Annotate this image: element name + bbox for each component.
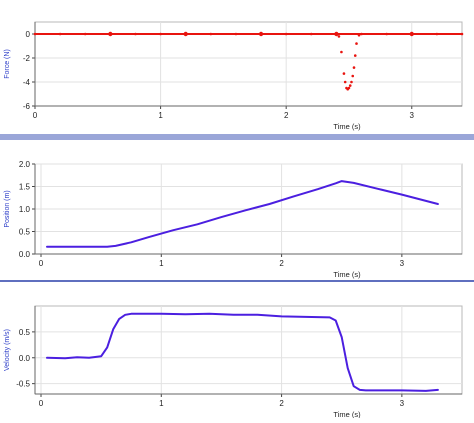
x-tick-label: 2 <box>284 111 289 120</box>
data-point <box>348 84 352 87</box>
data-point <box>435 32 439 36</box>
data-point <box>351 74 355 78</box>
plot-area <box>34 21 463 107</box>
x-tick-label: 0 <box>39 259 44 268</box>
data-point <box>309 32 313 36</box>
x-tick-label: 2 <box>279 399 284 408</box>
y-tick-label: 1.5 <box>19 183 31 192</box>
data-point <box>83 32 87 36</box>
x-tick-label: 0 <box>33 111 38 120</box>
x-axis-label: Time (s) <box>333 122 361 131</box>
y-tick-label: -6 <box>23 102 31 111</box>
data-point <box>460 32 464 36</box>
x-tick-label: 3 <box>410 111 415 120</box>
position-chart: 0 1 2 3 0.0 0.5 1.0 1.5 2.0 Time (s) Position (m) <box>4 160 463 279</box>
data-point <box>340 50 343 54</box>
velocity-chart: 0 1 2 3 -0.5 0.0 0.5 Time (s) Velocity (m/s) <box>4 305 463 419</box>
force-chart: 0 1 2 3 0 -2 -4 -6 Time (s) Force (N) <box>4 21 464 131</box>
data-point <box>134 32 137 36</box>
data-point <box>33 32 37 36</box>
data-point <box>355 42 358 45</box>
data-point <box>357 33 361 37</box>
x-tick-label: 0 <box>39 399 44 408</box>
data-point <box>385 32 388 36</box>
y-tick-label: 0.5 <box>19 328 31 337</box>
data-point <box>159 32 162 36</box>
y-tick-label: 2.0 <box>19 160 31 169</box>
y-tick-label: 0.0 <box>19 250 31 259</box>
plot-area <box>34 305 463 395</box>
marker-point <box>183 31 188 37</box>
data-point <box>234 32 238 36</box>
y-tick-label: 0 <box>26 30 31 39</box>
y-tick-label: -0.5 <box>16 380 30 389</box>
data-point <box>360 32 363 36</box>
series-line <box>46 312 439 392</box>
x-axis-label: Time (s) <box>333 270 361 279</box>
marker-point <box>334 31 339 37</box>
graph-divider[interactable] <box>0 280 474 282</box>
series-line <box>46 180 439 248</box>
y-axis-label: Velocity (m/s) <box>4 329 11 371</box>
data-point <box>58 32 62 36</box>
data-point <box>352 66 356 69</box>
velocity-panel: 0 1 2 3 -0.5 0.0 0.5 Time (s) Velocity (m/s) <box>0 284 474 419</box>
data-point <box>209 32 213 36</box>
x-tick-label: 3 <box>400 399 405 408</box>
marker-point <box>258 31 264 37</box>
data-point <box>350 80 353 84</box>
x-tick-label: 1 <box>159 259 164 268</box>
x-tick-label: 1 <box>159 399 164 408</box>
data-point <box>284 32 288 36</box>
data-point <box>347 86 351 90</box>
y-axis-label: Force (N) <box>4 49 11 79</box>
position-panel: 0 1 2 3 0.0 0.5 1.0 1.5 2.0 Time (s) Position (m) <box>0 140 474 280</box>
y-tick-label: 0.5 <box>19 228 31 237</box>
y-tick-label: -2 <box>23 54 31 63</box>
y-tick-label: 1.0 <box>19 205 31 214</box>
data-point <box>353 54 357 57</box>
y-axis-label: Position (m) <box>4 190 11 227</box>
y-tick-label: 0.0 <box>19 354 31 363</box>
x-tick-label: 3 <box>400 259 405 268</box>
x-tick-label: 2 <box>279 259 284 268</box>
x-axis-label: Time (s) <box>333 410 361 418</box>
data-point <box>337 35 341 38</box>
marker-point <box>409 31 414 37</box>
data-point <box>343 80 347 84</box>
x-tick-label: 1 <box>158 111 163 120</box>
marker-point <box>108 31 113 37</box>
force-panel: 0 1 2 3 0 -2 -4 -6 Time (s) Force (N) <box>0 0 474 134</box>
data-point <box>342 72 346 75</box>
force-series <box>33 31 464 91</box>
graph-divider[interactable] <box>0 134 474 140</box>
y-tick-label: -4 <box>23 78 31 87</box>
